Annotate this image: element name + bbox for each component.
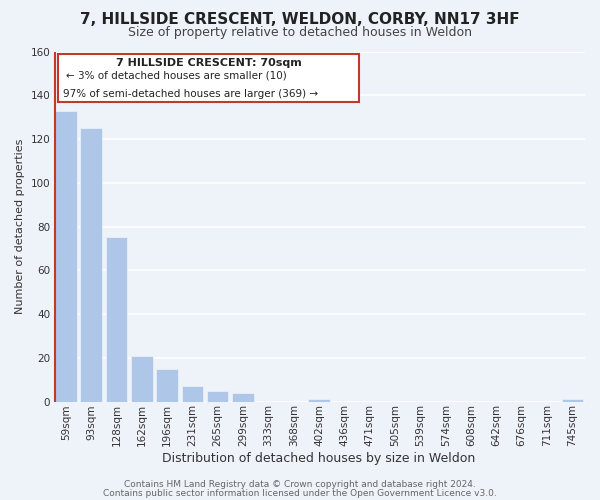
Bar xyxy=(207,390,229,402)
Text: 7, HILLSIDE CRESCENT, WELDON, CORBY, NN17 3HF: 7, HILLSIDE CRESCENT, WELDON, CORBY, NN1… xyxy=(80,12,520,28)
Y-axis label: Number of detached properties: Number of detached properties xyxy=(15,139,25,314)
Bar xyxy=(562,400,583,402)
Bar xyxy=(80,128,102,402)
Bar xyxy=(232,393,254,402)
Text: ← 3% of detached houses are smaller (10): ← 3% of detached houses are smaller (10) xyxy=(67,70,287,81)
Bar xyxy=(308,400,330,402)
Bar xyxy=(106,238,127,402)
Text: 7 HILLSIDE CRESCENT: 70sqm: 7 HILLSIDE CRESCENT: 70sqm xyxy=(116,58,302,68)
Text: Size of property relative to detached houses in Weldon: Size of property relative to detached ho… xyxy=(128,26,472,39)
X-axis label: Distribution of detached houses by size in Weldon: Distribution of detached houses by size … xyxy=(163,452,476,465)
Bar xyxy=(55,110,77,402)
Bar xyxy=(182,386,203,402)
FancyBboxPatch shape xyxy=(58,54,359,102)
Bar xyxy=(157,368,178,402)
Text: Contains HM Land Registry data © Crown copyright and database right 2024.: Contains HM Land Registry data © Crown c… xyxy=(124,480,476,489)
Text: 97% of semi-detached houses are larger (369) →: 97% of semi-detached houses are larger (… xyxy=(62,88,318,99)
Bar xyxy=(131,356,152,402)
Text: Contains public sector information licensed under the Open Government Licence v3: Contains public sector information licen… xyxy=(103,488,497,498)
